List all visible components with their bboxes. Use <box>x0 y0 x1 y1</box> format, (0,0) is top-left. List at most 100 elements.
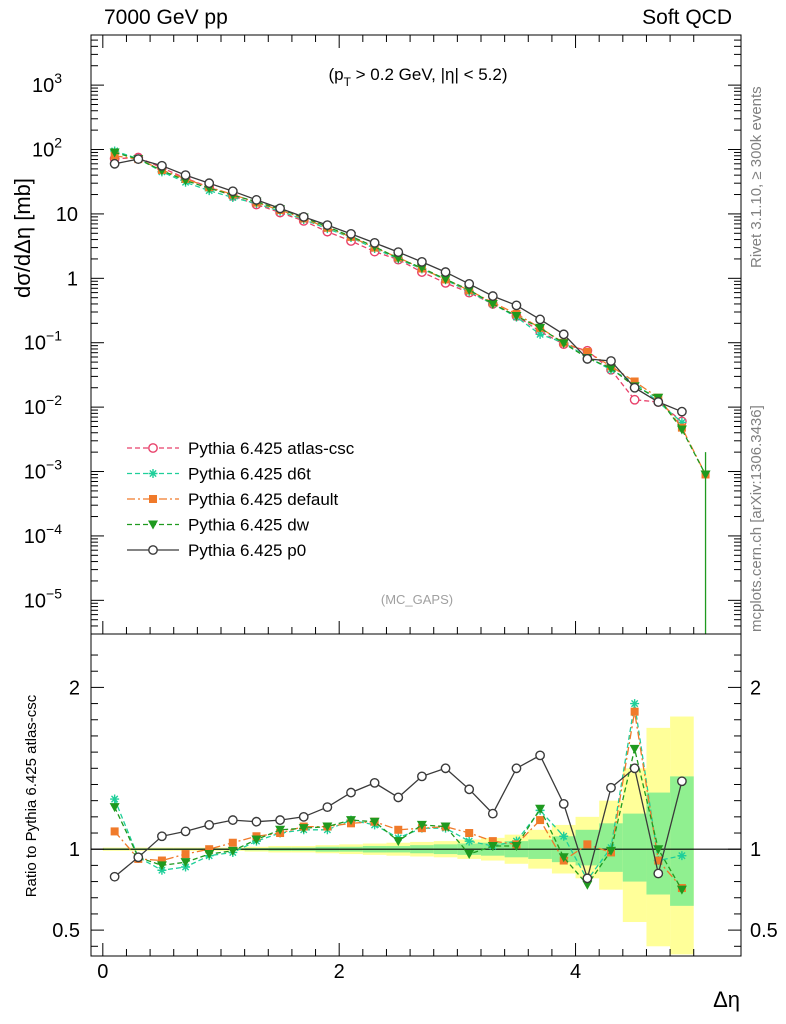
marker-dw <box>180 858 191 868</box>
marker-p0 <box>251 195 262 205</box>
x-tick-label: 0 <box>97 961 108 983</box>
marker-p0 <box>393 792 404 803</box>
marker-dw <box>393 837 404 847</box>
marker-dw <box>464 285 475 295</box>
main-plot: 10−5 10−4 10−3 10−2 10−1 1 10 102 103 dσ/dΔη [mb]… <box>10 34 742 635</box>
marker-dw <box>109 803 120 813</box>
marker-dw <box>558 853 569 863</box>
y-tick-label: 102 <box>32 135 62 162</box>
chart-title: (pT > 0.2 GeV, |η| < 5.2) <box>328 65 507 89</box>
legend-label-p0: Pythia 6.425 p0 <box>188 541 306 560</box>
marker-dw <box>109 148 120 158</box>
y-axis-label: dσ/dΔη [mb] <box>10 178 35 298</box>
ratio-y-tick-label-left: 1 <box>69 839 80 861</box>
ratio-y-tick-label-left: 2 <box>69 677 80 699</box>
marker-p0 <box>535 314 545 325</box>
main-line-def <box>114 155 707 475</box>
marker-dw <box>606 846 616 856</box>
main-line-p0 <box>114 158 683 413</box>
marker-p0 <box>535 750 545 761</box>
marker-d6t <box>677 851 687 861</box>
marker-def <box>583 347 592 356</box>
marker-dw <box>440 822 451 832</box>
marker-p0 <box>558 798 569 809</box>
header-left: 7000 GeV pp <box>104 6 228 29</box>
marker-p0 <box>298 211 309 222</box>
marker-dw <box>322 822 333 832</box>
marker-def <box>157 856 166 865</box>
marker-p0 <box>109 158 120 169</box>
marker-p0 <box>251 816 262 827</box>
marker-p0 <box>440 267 451 277</box>
marker-dw <box>535 323 546 333</box>
marker-p0 <box>157 831 167 842</box>
marker-d6t <box>464 836 474 846</box>
marker-dw <box>440 275 451 285</box>
marker-dw <box>629 744 640 754</box>
y-tick-label: 10−4 <box>24 521 62 548</box>
marker-def <box>228 838 237 847</box>
marker-dw <box>227 846 238 856</box>
marker-def <box>181 850 190 859</box>
marker-dw <box>487 299 498 309</box>
marker-dw <box>676 885 687 895</box>
marker-dw <box>558 339 569 349</box>
x-axis-label: Δη <box>713 987 740 1012</box>
x-tick-label: 2 <box>334 961 345 983</box>
x-tick-label: 4 <box>570 961 581 983</box>
y-tick-label: 10−1 <box>24 328 62 355</box>
marker-p0 <box>487 808 498 819</box>
ratio-series-dw <box>109 744 687 895</box>
marker-p0 <box>417 256 427 267</box>
ratio-plot: 0.5 0.5 1 1 2 2 0 2 4 Δη Ratio to Pythia 6.425 atl… <box>23 633 778 1012</box>
marker-p0 <box>511 300 522 311</box>
marker-p0 <box>606 356 616 366</box>
marker-d6t <box>110 794 120 804</box>
ratio-y-tick-label-right: 2 <box>750 677 761 699</box>
marker-p0 <box>322 802 333 813</box>
main-series-p0 <box>109 154 687 417</box>
marker-dw <box>416 820 427 830</box>
marker-def <box>630 377 639 386</box>
marker-p0 <box>558 329 569 340</box>
marker-p0 <box>653 868 664 879</box>
marker-d6t <box>535 329 545 339</box>
marker-dw <box>148 520 158 530</box>
marker-dw <box>606 364 616 374</box>
marker-p0 <box>180 170 191 181</box>
marker-p0 <box>275 815 285 825</box>
main-line-d6t <box>114 150 683 423</box>
marker-atlas <box>148 443 158 453</box>
ratio-series-p0 <box>109 750 687 884</box>
ratio-y-tick-label-right: 1 <box>750 839 761 861</box>
marker-p0 <box>157 160 167 171</box>
marker-def <box>630 707 639 716</box>
marker-dw <box>204 850 215 860</box>
main-line-dw <box>114 151 707 475</box>
marker-p0 <box>511 763 522 774</box>
y-tick-label: 10−3 <box>24 457 62 484</box>
marker-def <box>394 825 403 834</box>
marker-dw <box>251 835 262 845</box>
marker-def <box>583 840 592 849</box>
ratio-y-axis-label: Ratio to Pythia 6.425 atlas-csc <box>23 694 40 897</box>
marker-p0 <box>629 763 640 774</box>
marker-p0 <box>629 382 640 393</box>
mcplots-source-label: mcplots.cern.ch [arXiv:1306.3436] <box>748 405 765 632</box>
marker-def <box>149 495 157 503</box>
marker-p0 <box>464 784 475 795</box>
ratio-plot-frame <box>90 633 742 957</box>
band-inner <box>670 776 694 906</box>
marker-dw <box>700 470 711 480</box>
marker-dw <box>275 825 286 835</box>
marker-p0 <box>464 278 475 289</box>
marker-p0 <box>133 852 144 863</box>
marker-d6t <box>559 831 569 841</box>
marker-p0 <box>653 397 664 407</box>
rivet-version-label: Rivet 3.1.10, ≥ 300k events <box>748 86 765 268</box>
marker-p0 <box>322 220 333 231</box>
marker-p0 <box>346 787 356 798</box>
marker-d6t <box>148 469 158 478</box>
marker-dw <box>487 841 498 851</box>
